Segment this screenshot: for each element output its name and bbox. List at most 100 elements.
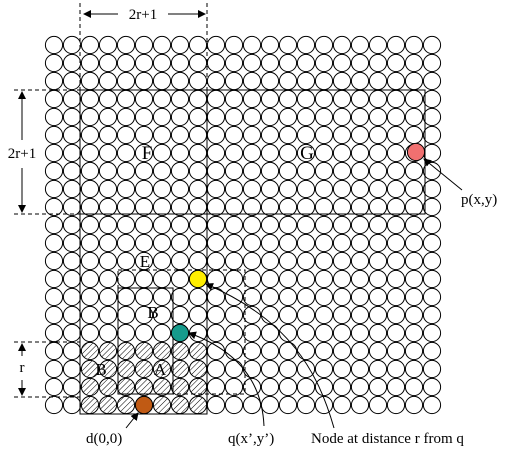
- grid-node: [44, 269, 64, 289]
- grid-node: [314, 233, 334, 253]
- grid-node: [206, 215, 226, 235]
- grid-node: [224, 395, 244, 415]
- grid-node: [116, 179, 136, 199]
- grid-node: [242, 71, 262, 91]
- grid-node: [422, 395, 442, 415]
- grid-node: [98, 215, 118, 235]
- grid-node: [404, 269, 424, 289]
- grid-node: [44, 323, 64, 343]
- grid-node: [224, 197, 244, 217]
- grid-node: [296, 305, 316, 325]
- grid-node: [152, 53, 172, 73]
- grid-node: [278, 359, 298, 379]
- grid-node: [80, 35, 100, 55]
- grid-node: [296, 143, 316, 163]
- grid-node: [134, 269, 154, 289]
- region-F-label: F: [142, 143, 153, 164]
- grid-node: [314, 143, 334, 163]
- grid-node: [260, 161, 280, 181]
- grid-node: [224, 125, 244, 145]
- grid-node: [134, 305, 154, 325]
- grid-node: [278, 179, 298, 199]
- grid-node: [350, 179, 370, 199]
- grid-node: [260, 125, 280, 145]
- grid-node: [422, 107, 442, 127]
- grid-node: [404, 35, 424, 55]
- grid-node: [170, 197, 190, 217]
- grid-node: [350, 305, 370, 325]
- grid-node: [314, 287, 334, 307]
- region-G-label: G: [300, 143, 314, 164]
- pointer-node-distance-r: [205, 283, 335, 429]
- grid-node: [224, 287, 244, 307]
- grid-node: [80, 287, 100, 307]
- hatched-node: [135, 360, 153, 378]
- grid-node: [80, 125, 100, 145]
- grid-node: [80, 197, 100, 217]
- grid-node: [242, 251, 262, 271]
- grid-node: [224, 161, 244, 181]
- grid-node: [260, 197, 280, 217]
- grid-node: [278, 233, 298, 253]
- grid-node: [332, 179, 352, 199]
- grid-node: [278, 287, 298, 307]
- grid-node: [188, 89, 208, 109]
- grid-node: [278, 269, 298, 289]
- region-A-label: A: [154, 360, 167, 379]
- grid-node: [350, 215, 370, 235]
- grid-node: [368, 35, 388, 55]
- grid-node: [296, 215, 316, 235]
- grid-node: [170, 305, 190, 325]
- grid-node: [98, 161, 118, 181]
- grid-node: [188, 161, 208, 181]
- grid-node: [188, 35, 208, 55]
- grid-node: [134, 35, 154, 55]
- grid-node: [368, 233, 388, 253]
- grid-node: [62, 323, 82, 343]
- grid-node: [296, 395, 316, 415]
- grid-node: [134, 107, 154, 127]
- grid-node: [242, 53, 262, 73]
- grid-node: [98, 53, 118, 73]
- grid-node: [188, 71, 208, 91]
- grid-node: [260, 89, 280, 109]
- grid-node: [134, 323, 154, 343]
- grid-node: [386, 125, 406, 145]
- grid-node: [116, 197, 136, 217]
- grid-node: [134, 125, 154, 145]
- grid-node: [98, 233, 118, 253]
- grid-node: [44, 143, 64, 163]
- grid-node: [296, 179, 316, 199]
- grid-node: [368, 89, 388, 109]
- grid-node: [260, 251, 280, 271]
- grid-node: [332, 395, 352, 415]
- grid-node: [278, 71, 298, 91]
- grid-node: [206, 197, 226, 217]
- grid-node: [62, 53, 82, 73]
- grid-node: [170, 233, 190, 253]
- grid-node: [404, 125, 424, 145]
- grid-node: [260, 35, 280, 55]
- grid-node: [332, 341, 352, 361]
- grid-node: [296, 251, 316, 271]
- grid-node: [206, 35, 226, 55]
- grid-node: [44, 287, 64, 307]
- grid-node: [368, 377, 388, 397]
- grid-node: [242, 233, 262, 253]
- grid-node: [134, 71, 154, 91]
- grid-node: [224, 341, 244, 361]
- grid-node: [188, 305, 208, 325]
- region-B-upper-label: B: [147, 303, 158, 322]
- grid-node: [224, 269, 244, 289]
- grid-node: [296, 89, 316, 109]
- grid-node: [278, 323, 298, 343]
- grid-node: [386, 107, 406, 127]
- grid-node: [44, 35, 64, 55]
- grid-node: [422, 251, 442, 271]
- grid-node: [422, 53, 442, 73]
- hatched-node: [81, 378, 99, 396]
- grid-node: [332, 71, 352, 91]
- grid-node: [350, 359, 370, 379]
- grid-node: [116, 71, 136, 91]
- grid-node: [206, 323, 226, 343]
